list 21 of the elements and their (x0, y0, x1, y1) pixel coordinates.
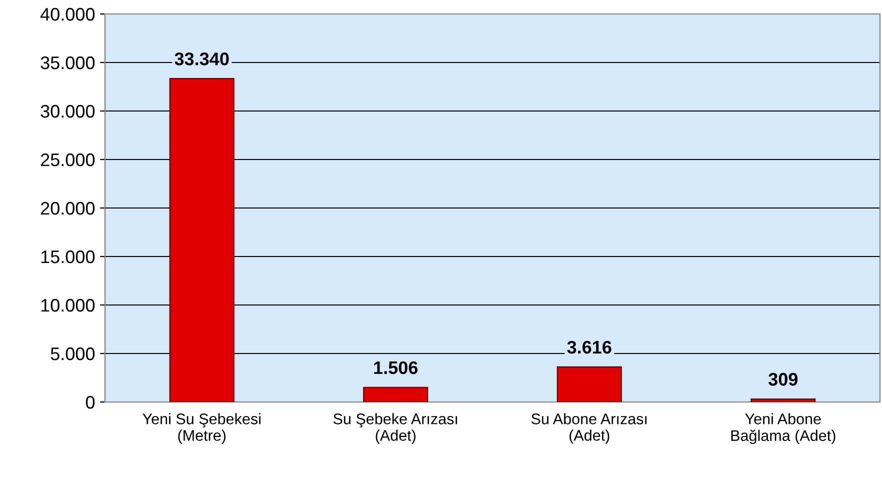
data-label: 3.616 (567, 340, 612, 354)
y-tick-label: 30.000 (40, 104, 95, 118)
y-tick-label: 10.000 (41, 298, 95, 312)
data-label: 1.506 (374, 361, 418, 374)
y-tick-label: 35.000 (40, 56, 95, 70)
x-tick-label: Su Şebeke Arızası (Adet) (333, 413, 458, 444)
bar (750, 398, 816, 402)
data-label: 309 (768, 372, 798, 386)
y-tick-label: 40.000 (40, 8, 95, 21)
bar (169, 78, 234, 402)
y-tick-label: 20.000 (40, 202, 95, 215)
bar (363, 386, 428, 402)
x-tick-label: Yeni Abone Bağlama (Adet) (731, 413, 836, 444)
data-label: 33.340 (174, 52, 229, 66)
y-tick-label: 25.000 (40, 153, 95, 166)
y-tick-label: 15.000 (41, 250, 95, 264)
bar (556, 366, 622, 402)
x-tick-label: Yeni Su Şebekesi (Metre) (142, 413, 260, 444)
x-tick-label: Su Abone Arızası (Adet) (531, 413, 647, 444)
y-tick-label: 0 (86, 396, 95, 409)
y-tick-label: 5.000 (50, 347, 95, 360)
